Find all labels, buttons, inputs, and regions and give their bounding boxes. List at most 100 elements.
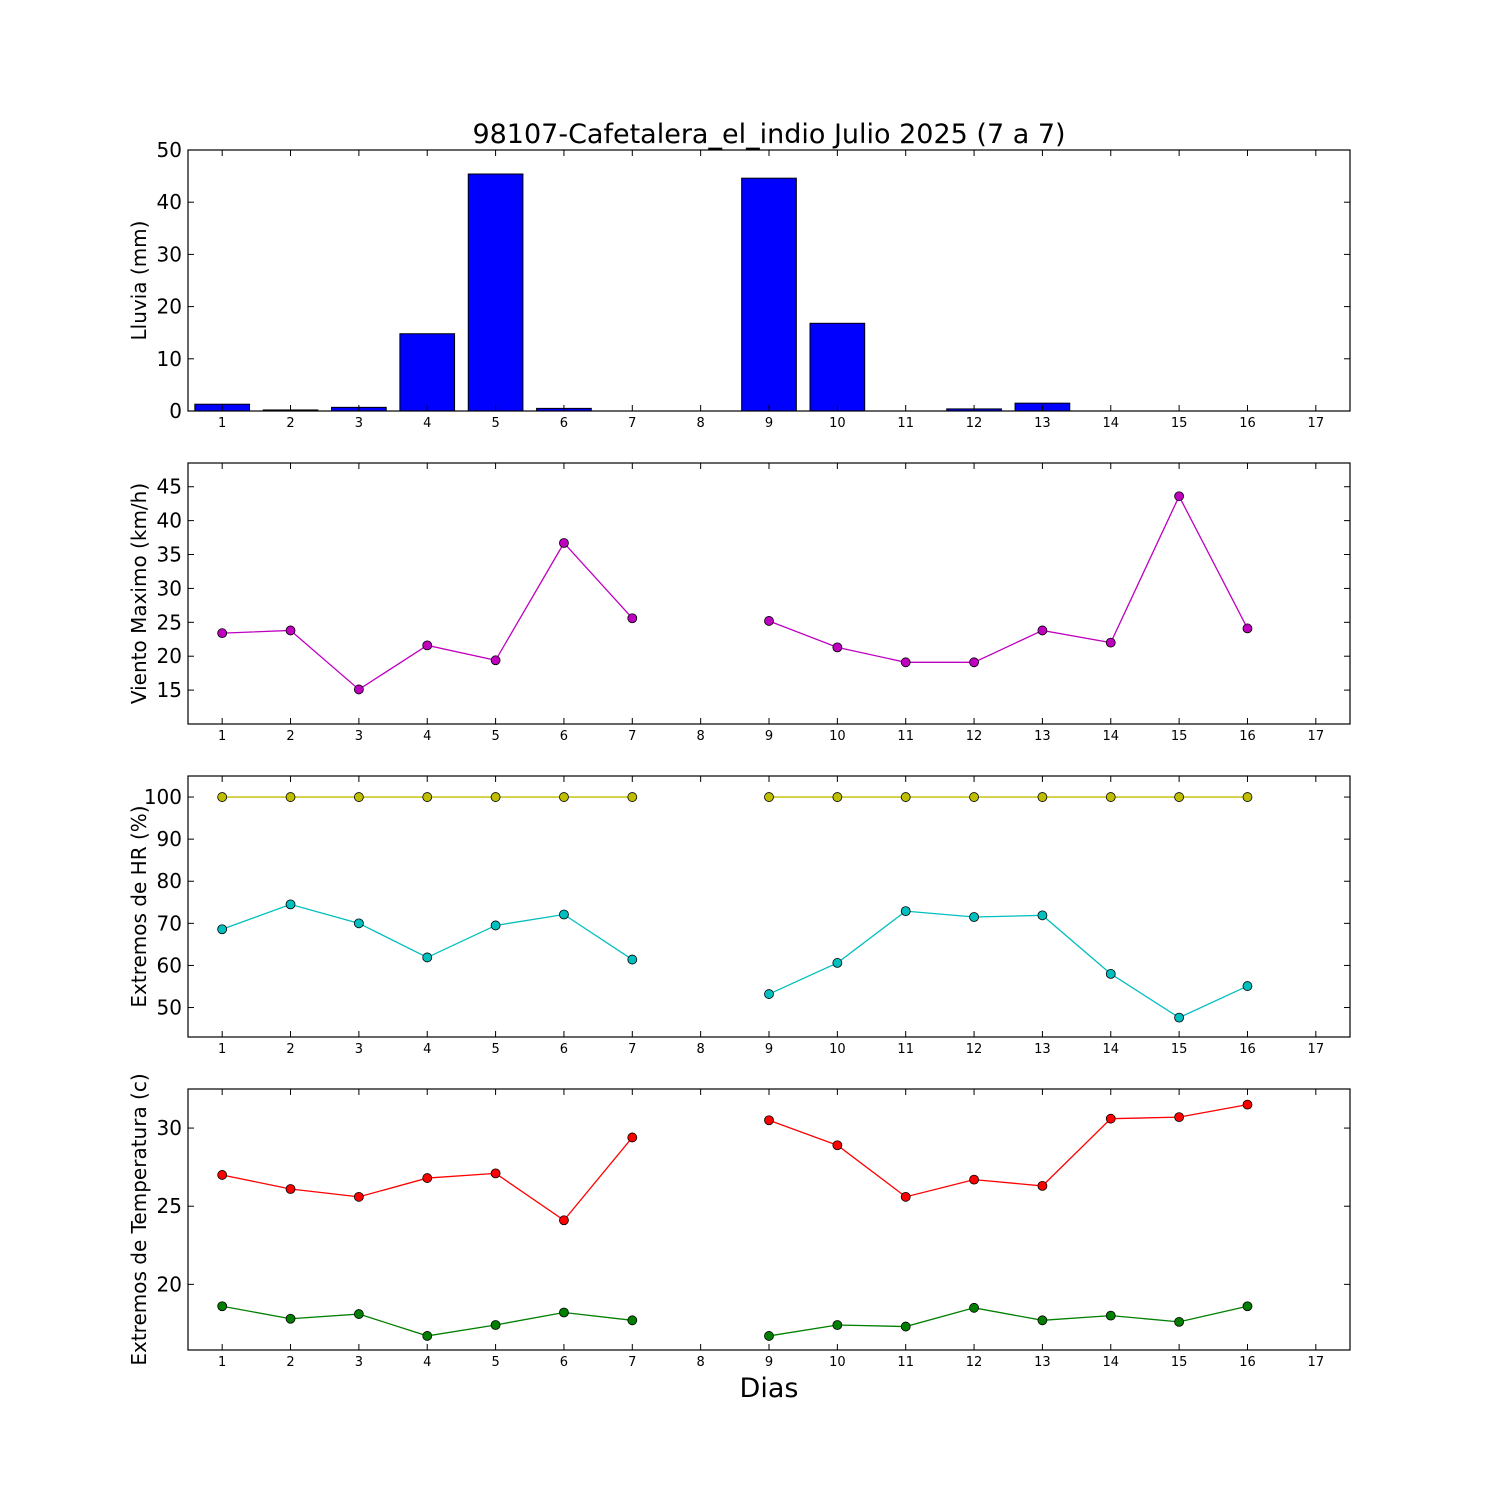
- wind-ytick-label-20: 20: [157, 644, 182, 668]
- rain-xtick-label-17: 17: [1308, 416, 1325, 431]
- wind-series-0-point-6: [559, 538, 569, 548]
- humidity-series-1-point-3: [353, 918, 364, 929]
- wind-series-0-point-2: [285, 625, 296, 636]
- temperature-series-0-point-6: [559, 1215, 569, 1226]
- humidity-xtick-label-6: 6: [560, 1042, 568, 1057]
- humidity-series-1-point-14: [1105, 968, 1116, 979]
- rain-xtick-label-3: 3: [355, 416, 363, 431]
- wind-series-0-point-15: [1174, 491, 1185, 502]
- temperature-series-1-point-11: [900, 1321, 911, 1332]
- temperature-series-0-point-9: [764, 1115, 774, 1126]
- temperature-xtick-label-17: 17: [1308, 1355, 1325, 1370]
- rain-xtick-label-5: 5: [491, 416, 499, 431]
- wind-series-0-point-10: [832, 642, 843, 653]
- humidity-series-0-point-3: [353, 792, 364, 802]
- wind-ytick-label-25: 25: [157, 610, 182, 634]
- wind-xtick-label-11: 11: [897, 729, 914, 744]
- wind-panel: 1 2 3 4 5 6 7 8 9 10 11 12 13 14 15 16 1715202530354045V…: [127, 462, 1351, 744]
- rain-ytick-label-40: 40: [157, 190, 182, 214]
- temperature-series-0-point-7: [627, 1132, 638, 1143]
- temperature-series-0-point-4: [422, 1173, 433, 1183]
- temperature-series-0-point-12: [969, 1174, 979, 1185]
- rain-xtick-label-12: 12: [966, 416, 983, 431]
- humidity-series-1-point-10: [832, 958, 843, 968]
- rain-ytick-label-10: 10: [157, 347, 182, 371]
- temperature-series-0-point-10: [832, 1140, 843, 1151]
- wind-xtick-label-9: 9: [765, 729, 773, 744]
- rain-panel: 1 2 3 4 5 6 7 8 9 10 11 12 13 14 15 16 1701020304050Lluv…: [127, 138, 1351, 431]
- wind-xtick-label-8: 8: [697, 729, 705, 744]
- humidity-xtick-label-15: 15: [1171, 1042, 1188, 1057]
- temperature-ytick-label-20: 20: [157, 1272, 182, 1296]
- temperature-series-0-point-3: [353, 1191, 364, 1202]
- humidity-series-1-point-1: [217, 924, 228, 935]
- temperature-xtick-label-15: 15: [1171, 1355, 1188, 1370]
- temperature-ytick-label-30: 30: [157, 1116, 182, 1140]
- wind-xtick-label-5: 5: [491, 729, 499, 744]
- humidity-series-0-point-12: [969, 792, 979, 802]
- temperature-xtick-label-7: 7: [628, 1355, 636, 1370]
- wind-xtick-label-1: 1: [218, 729, 226, 744]
- rain-xtick-label-15: 15: [1171, 416, 1188, 431]
- wind-series-0-point-4: [422, 640, 433, 651]
- temperature-series-1-point-3: [353, 1309, 364, 1319]
- humidity-xtick-label-8: 8: [697, 1042, 705, 1057]
- humidity-series-0-point-15: [1174, 792, 1185, 802]
- humidity-series-0-point-16: [1242, 792, 1253, 802]
- wind-series-0-point-9: [764, 616, 774, 626]
- humidity-series-1-point-7: [627, 954, 638, 965]
- rain-bar-10: [809, 322, 866, 412]
- temperature-series-1-point-2: [285, 1313, 296, 1324]
- temperature-series-1-point-5: [490, 1320, 501, 1330]
- wind-series-0-point-14: [1105, 637, 1116, 648]
- humidity-series-1-line-0: [221, 903, 633, 961]
- temperature-series-1-line-1: [768, 1305, 1248, 1337]
- humidity-xtick-label-1: 1: [218, 1042, 226, 1057]
- humidity-xtick-label-7: 7: [628, 1042, 636, 1057]
- humidity-series-0-point-7: [627, 792, 638, 802]
- humidity-ytick-label-100: 100: [144, 785, 182, 809]
- temperature-xtick-label-10: 10: [829, 1355, 846, 1370]
- wind-ytick-label-40: 40: [157, 509, 182, 533]
- humidity-series-1-point-16: [1242, 981, 1253, 991]
- rain-xtick-label-4: 4: [423, 416, 431, 431]
- humidity-xtick-label-3: 3: [355, 1042, 363, 1057]
- wind-xtick-label-6: 6: [560, 729, 568, 744]
- wind-series-0-line-1: [768, 494, 1249, 663]
- humidity-ytick-label-80: 80: [157, 869, 182, 893]
- temperature-xtick-label-8: 8: [697, 1355, 705, 1370]
- wind-ytick-label-15: 15: [157, 678, 182, 702]
- wind-series-0-point-5: [490, 655, 501, 666]
- temperature-xtick-label-11: 11: [897, 1355, 914, 1370]
- temperature-series-1-point-12: [969, 1302, 979, 1313]
- wind-xtick-label-3: 3: [355, 729, 363, 744]
- temperature-series-0-point-14: [1105, 1113, 1116, 1124]
- rain-xtick-label-9: 9: [765, 416, 773, 431]
- humidity-xtick-label-17: 17: [1308, 1042, 1325, 1057]
- temperature-series-0-point-16: [1242, 1099, 1253, 1110]
- humidity-xtick-label-2: 2: [286, 1042, 294, 1057]
- wind-xtick-label-17: 17: [1308, 729, 1325, 744]
- temperature-series-0-point-11: [900, 1191, 911, 1202]
- temperature-series-0-point-13: [1037, 1181, 1048, 1191]
- humidity-xtick-label-14: 14: [1102, 1042, 1119, 1057]
- humidity-panel: 1 2 3 4 5 6 7 8 9 10 11 12 13 14 15 16 175060708090100Ex…: [127, 775, 1351, 1057]
- temperature-series-1-point-15: [1174, 1316, 1185, 1327]
- temperature-xtick-label-16: 16: [1239, 1355, 1256, 1370]
- rain-xtick-label-6: 6: [560, 416, 568, 431]
- wind-series-0-point-11: [900, 657, 911, 668]
- rain-ytick-label-0: 0: [169, 399, 182, 423]
- temperature-xtick-label-3: 3: [355, 1355, 363, 1370]
- temperature-xtick-label-6: 6: [560, 1355, 568, 1370]
- temperature-series-0-point-15: [1174, 1112, 1185, 1123]
- humidity-xtick-label-13: 13: [1034, 1042, 1051, 1057]
- temperature-xtick-label-2: 2: [286, 1355, 294, 1370]
- wind-xtick-label-14: 14: [1102, 729, 1119, 744]
- wind-xtick-label-2: 2: [286, 729, 294, 744]
- humidity-series-1-point-13: [1037, 910, 1048, 921]
- temperature-series-1-point-14: [1105, 1310, 1116, 1321]
- wind-xtick-label-15: 15: [1171, 729, 1188, 744]
- rain-xtick-label-2: 2: [286, 416, 294, 431]
- temperature-series-1-point-4: [422, 1331, 433, 1341]
- rain-ytick-label-30: 30: [157, 242, 182, 266]
